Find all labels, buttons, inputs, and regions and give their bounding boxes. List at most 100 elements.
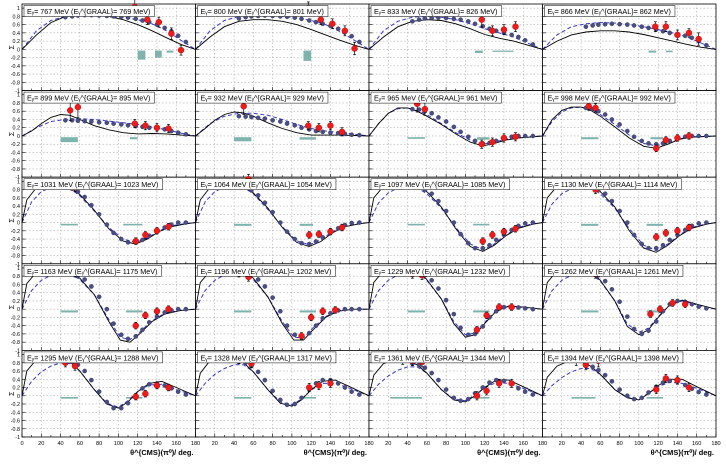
systematic-bar [129, 137, 138, 140]
data-point-red [142, 312, 149, 319]
y-tick-label: -0.4 [11, 324, 20, 330]
data-point-red [177, 46, 185, 54]
data-point-blue [602, 191, 608, 196]
data-point-blue [602, 112, 608, 117]
data-point-blue [530, 133, 536, 139]
energy-label-box [23, 91, 155, 104]
data-point-red [681, 301, 689, 308]
y-tick-label: -0.8 [11, 340, 20, 346]
panel: Eᵧ= 800 MeV (Eᵧ^{GRAAL}= 801 MeV) [195, 1, 370, 91]
data-point-red [306, 231, 313, 239]
data-point-blue [472, 21, 478, 27]
data-point-blue [696, 304, 701, 309]
data-point-red [338, 224, 346, 231]
data-point-blue [451, 311, 457, 317]
x-tick-label: 60 [597, 441, 603, 447]
data-point-blue [436, 286, 441, 291]
systematic-bar [299, 137, 316, 140]
data-point-blue [429, 370, 434, 376]
energy-label-text: Eᵧ= 833 MeV (Eᵧ^{GRAAL}= 826 MeV) [374, 7, 497, 16]
energy-label-box [370, 5, 502, 17]
data-point-blue [249, 114, 254, 120]
data-point-blue [320, 129, 326, 135]
data-point-red [585, 103, 592, 110]
data-point-blue [639, 138, 645, 144]
data-point-red [495, 303, 503, 311]
y-axis-label: Σ [9, 44, 16, 49]
data-point-blue [146, 381, 152, 387]
energy-label-box [544, 351, 684, 364]
x-tick-label: 160 [519, 441, 528, 447]
data-point-red [329, 20, 336, 27]
data-point-blue [631, 396, 637, 402]
y-tick-label: 0.2 [13, 126, 21, 132]
data-point-red [142, 390, 149, 397]
data-point-blue [306, 330, 312, 336]
x-tick-label: 20 [385, 441, 391, 447]
model-curve-dashed [542, 186, 717, 252]
x-tick-label: 180 [711, 441, 720, 447]
data-point-blue [696, 389, 701, 395]
panel-frame [195, 176, 370, 265]
data-point-blue [617, 208, 622, 214]
data-point-red [131, 120, 138, 127]
energy-label: Eᵧ= 833 MeV (Eᵧ^{GRAAL}= 826 MeV) [370, 5, 502, 17]
data-point-blue [522, 37, 528, 43]
y-tick-label: 0.2 [13, 212, 21, 218]
data-point-red [495, 380, 503, 387]
y-tick-label: 0.6 [13, 196, 21, 202]
systematic-bar [476, 137, 490, 140]
data-point-blue [313, 19, 319, 25]
y-tick-label: 0.2 [13, 299, 21, 305]
panel-frame [542, 3, 717, 91]
x-tick-label: 140 [673, 441, 682, 447]
x-axis-label: θ^{CMS}(π⁰)/ deg. [130, 448, 193, 457]
panel-frame [542, 349, 717, 438]
data-point-blue [522, 133, 528, 139]
panel-frame [368, 349, 543, 438]
systematic-bar [581, 310, 599, 313]
data-point-red [662, 23, 670, 30]
x-tick-label: 80 [616, 441, 622, 447]
systematic-bar [303, 50, 312, 61]
x-tick-label: 20 [559, 441, 565, 447]
systematic-bar [234, 310, 252, 313]
energy-label-text: Eᵧ= 866 MeV (Eᵧ^{GRAAL}= 862 MeV) [548, 7, 671, 16]
x-tick-label: 80 [269, 441, 275, 447]
panel: Eᵧ= 1196 MeV (Eᵧ^{GRAAL}= 1202 MeV) [195, 263, 370, 351]
model-curve-dashed [368, 185, 543, 251]
data-point-red [512, 225, 519, 232]
data-point-red [307, 314, 315, 321]
energy-label: Eᵧ= 1361 MeV (Eᵧ^{GRAAL}= 1344 MeV) [370, 351, 510, 364]
data-point-blue [262, 116, 268, 121]
data-point-red [153, 308, 161, 315]
energy-label-box [544, 5, 676, 17]
y-tick-label: -0.2 [11, 142, 20, 148]
energy-label-box [23, 265, 162, 277]
x-tick-label: 40 [404, 441, 410, 447]
data-point-blue [639, 24, 645, 29]
y-tick-label: -1 [15, 348, 20, 354]
data-point-red [662, 136, 670, 144]
panel: Eᵧ= 1130 MeV (Eᵧ^{GRAAL}= 1114 MeV) [542, 176, 717, 265]
y-tick-label: 0 [17, 47, 20, 53]
data-point-blue [522, 389, 528, 394]
data-point-blue [96, 294, 102, 300]
x-tick-label: 60 [424, 441, 430, 447]
data-point-blue [262, 200, 268, 206]
y-tick-label: -1 [15, 175, 20, 181]
y-axis-label: Σ [9, 131, 16, 136]
data-point-red [74, 103, 82, 111]
data-point-blue [704, 306, 709, 311]
panel-frame [195, 349, 370, 438]
model-curve-solid [368, 107, 543, 147]
energy-label-box [370, 91, 502, 104]
systematic-bar [166, 50, 174, 53]
data-point-blue [416, 107, 422, 112]
data-point-blue [501, 304, 507, 310]
data-point-blue [104, 306, 110, 312]
model-curve-dashed [542, 106, 717, 147]
data-point-blue [89, 284, 94, 289]
y-tick-label: -1 [15, 262, 20, 268]
